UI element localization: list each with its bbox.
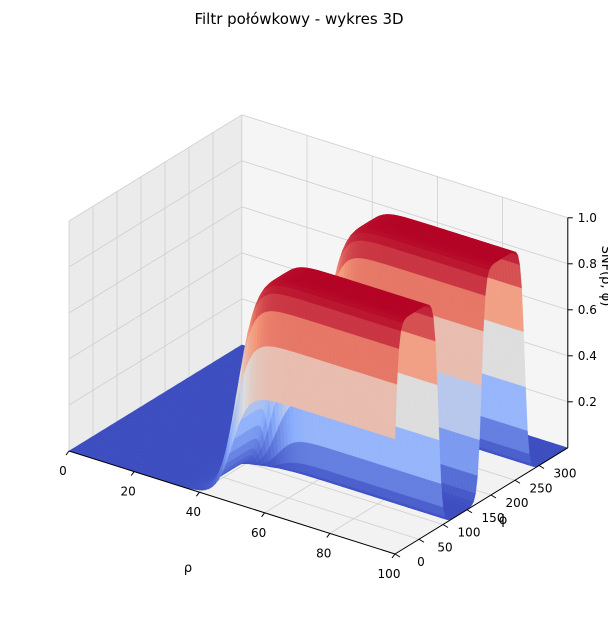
grid-z-left	[68, 206, 243, 314]
surface-mesh	[68, 214, 569, 521]
grid-z-back	[241, 160, 568, 265]
grid-z-left	[68, 114, 243, 222]
grid-z-back	[241, 114, 568, 219]
chart-title: Filtr połówkowy - wykres 3D	[194, 10, 403, 28]
left-pane	[69, 114, 242, 452]
grid-z-left	[68, 252, 243, 360]
grid-z-left	[68, 160, 243, 268]
grid-z-left	[68, 298, 243, 406]
